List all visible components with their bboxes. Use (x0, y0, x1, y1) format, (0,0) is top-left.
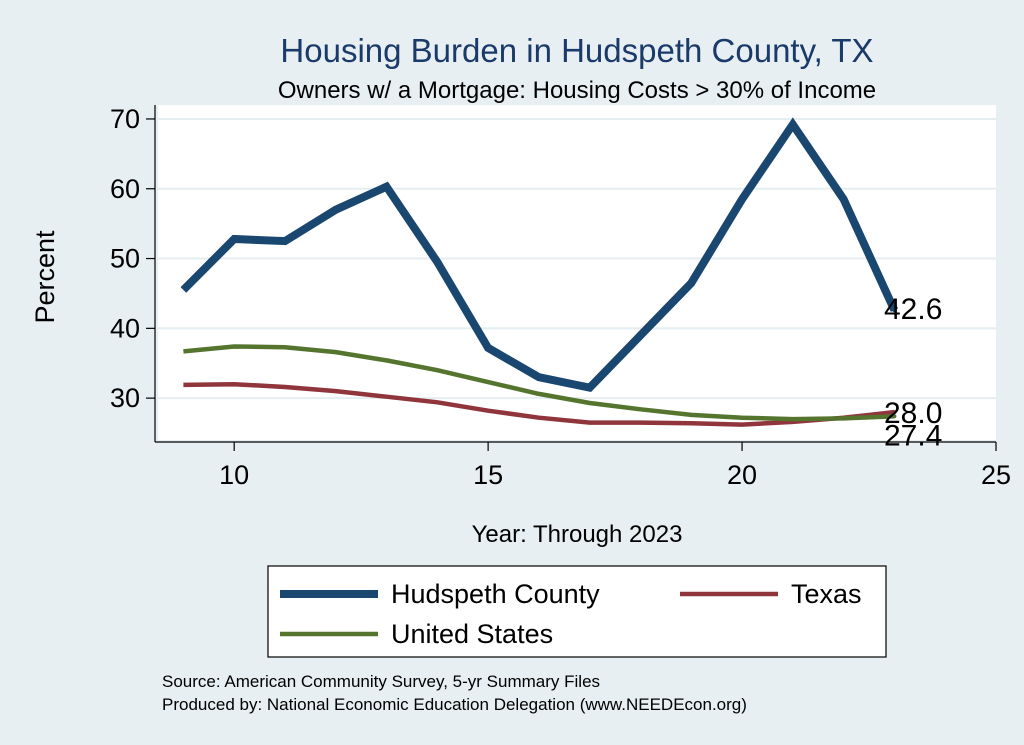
series-lines (180, 117, 899, 427)
produced-by-note: Produced by: National Economic Education… (162, 695, 747, 714)
x-tick-label: 25 (981, 460, 1011, 490)
legend-label-texas: Texas (791, 579, 862, 609)
chart-title: Housing Burden in Hudspeth County, TX (280, 32, 873, 69)
series-end-marker-united-states (892, 414, 897, 419)
x-tick-label: 20 (727, 460, 757, 490)
series-end-marker-texas (892, 410, 897, 415)
end-labels: 42.6 28.027.4 (884, 293, 942, 452)
end-label-hudspeth-county: 42.6 (884, 293, 942, 326)
x-axis-title: Year: Through 2023 (472, 521, 683, 548)
legend-box (267, 565, 887, 658)
legend-label-hudspeth-county: Hudspeth County (391, 579, 600, 609)
axes (154, 105, 996, 443)
end-label-texas: 28.0 (884, 397, 942, 430)
x-tick-label: 10 (219, 460, 249, 490)
x-tick-label: 15 (473, 460, 503, 490)
series-line-hudspeth-county (180, 117, 899, 393)
y-tick-label: 40 (110, 313, 140, 343)
grid-lines (158, 117, 996, 400)
source-note: Source: American Community Survey, 5-yr … (162, 672, 600, 691)
legend-label-united-states: United States (391, 619, 553, 649)
y-tick-label: 30 (110, 383, 140, 413)
series-end-marker-hudspeth-county (892, 308, 897, 313)
series-line-texas (183, 381, 895, 427)
plot-area (158, 105, 996, 440)
y-tick-label: 70 (110, 104, 140, 134)
series-line-united-states (183, 344, 895, 422)
ticks: 30 40 50 60 70 10 15 20 25 (110, 104, 1011, 490)
y-tick-label: 60 (110, 174, 140, 204)
y-tick-label: 50 (110, 244, 140, 274)
legend: Hudspeth County Texas United States (267, 565, 887, 658)
end-label-united-states: 27.4 (884, 419, 942, 452)
y-axis-title: Percent (30, 230, 60, 324)
chart-subtitle: Owners w/ a Mortgage: Housing Costs > 30… (278, 77, 876, 104)
